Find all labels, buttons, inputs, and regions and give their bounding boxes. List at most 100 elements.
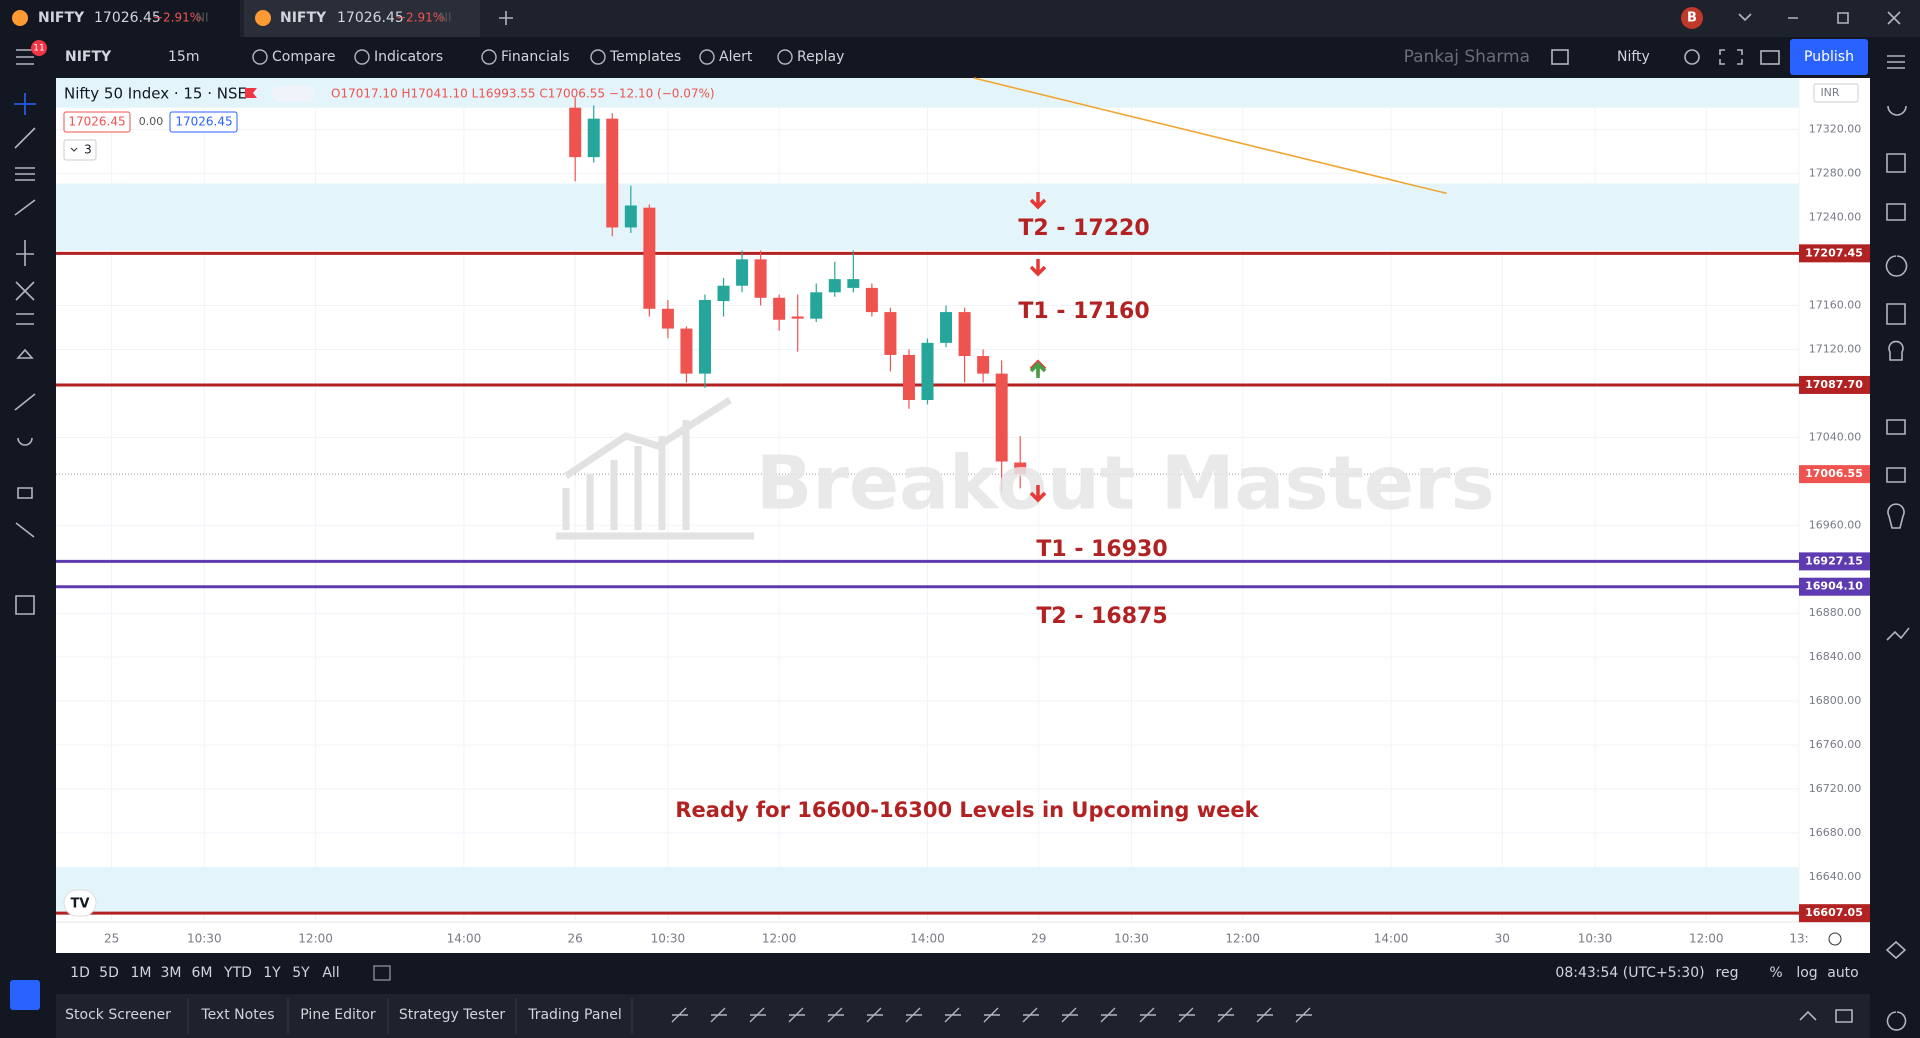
scale-option[interactable]: auto	[1827, 965, 1859, 981]
candle-body	[754, 259, 767, 298]
legend-chip	[272, 86, 314, 102]
new-tab[interactable]	[499, 11, 513, 25]
range-button[interactable]: 6M	[192, 965, 213, 981]
last-price-label: 17006.55	[1805, 467, 1863, 480]
scale-option[interactable]: reg	[1716, 965, 1739, 981]
sidebar-tools[interactable]	[1885, 55, 1910, 1031]
toolbar-button[interactable]: Financials	[501, 49, 570, 65]
toolbar-button[interactable]: Alert	[719, 49, 753, 65]
panel-tab[interactable]: Text Notes	[200, 1007, 274, 1023]
currency-box[interactable]	[1813, 83, 1859, 103]
candle-body	[921, 342, 934, 400]
interval[interactable]: 15m	[168, 49, 199, 65]
toolbar-button[interactable]: Indicators	[374, 49, 443, 65]
crosshair-tool[interactable]	[14, 93, 36, 115]
toolbar-button[interactable]: Compare	[272, 49, 336, 65]
range-button[interactable]: 3M	[161, 965, 182, 981]
level-label: 16607.05	[1805, 906, 1863, 919]
panel-tab[interactable]: Strategy Tester	[399, 1007, 506, 1023]
range-button[interactable]: 1M	[131, 965, 152, 981]
drawing-tool[interactable]	[1139, 1007, 1156, 1023]
x-tick-label: 29	[1031, 932, 1046, 946]
drawing-tools[interactable]	[14, 127, 36, 615]
drawing-tool[interactable]	[1022, 1007, 1039, 1023]
tab[interactable]	[244, 0, 480, 37]
range-button[interactable]: 5Y	[292, 965, 310, 981]
range-button[interactable]: 1D	[70, 965, 90, 981]
candle-body	[847, 279, 860, 288]
clock: 08:43:54 (UTC+5:30)	[1555, 965, 1704, 981]
drawing-tool[interactable]	[1061, 1007, 1078, 1023]
snapshot-icon[interactable]	[1760, 50, 1780, 65]
drawing-tool[interactable]	[1217, 1007, 1234, 1023]
drawing-tool[interactable]	[866, 1007, 883, 1023]
drawing-tool[interactable]	[1295, 1007, 1312, 1023]
menu[interactable]	[16, 49, 34, 65]
bid-box[interactable]	[63, 111, 131, 133]
panel-tab[interactable]: Pine Editor	[300, 1007, 376, 1023]
window-controls[interactable]	[1738, 11, 1901, 25]
button-icon[interactable]	[777, 49, 793, 65]
range-button[interactable]: All	[322, 965, 339, 981]
tab-price: 17026.45	[94, 10, 161, 26]
settings-icon[interactable]	[1684, 49, 1700, 65]
candle-body	[569, 107, 582, 158]
level-label-box	[1799, 577, 1870, 596]
drawing-tool[interactable]	[788, 1007, 805, 1023]
toolbar-button[interactable]: Replay	[797, 49, 844, 65]
range-button[interactable]: 5D	[99, 965, 119, 981]
button-icon[interactable]	[699, 49, 715, 65]
x-tick-label: 13:	[1789, 932, 1808, 946]
avatar[interactable]	[1681, 7, 1703, 29]
drawing-tool[interactable]	[1178, 1007, 1195, 1023]
panel-controls[interactable]	[1799, 1009, 1853, 1023]
watermark: Breakout Masters	[756, 441, 1495, 527]
symbol[interactable]: NIFTY	[65, 49, 112, 65]
axis-settings[interactable]	[1828, 932, 1842, 946]
x-tick-label: 14:00	[1374, 932, 1409, 946]
ask-box[interactable]	[169, 111, 238, 133]
candle-body	[865, 287, 878, 313]
y-tick-label: 16840.00	[1809, 650, 1862, 663]
publish-button[interactable]	[1790, 39, 1868, 75]
button-icon[interactable]	[590, 49, 606, 65]
drawing-tool[interactable]	[1100, 1007, 1117, 1023]
panel-tab[interactable]: Stock Screener	[65, 1007, 171, 1023]
count-box[interactable]	[63, 139, 97, 161]
button-icon[interactable]	[252, 49, 268, 65]
drawing-tool[interactable]	[710, 1007, 727, 1023]
layout-name[interactable]: Nifty	[1617, 49, 1650, 65]
candle-body	[810, 292, 823, 319]
fullscreen-icon[interactable]	[1719, 49, 1743, 65]
tab[interactable]	[0, 0, 240, 37]
arrow-up	[1029, 361, 1047, 378]
drawing-tool[interactable]	[944, 1007, 961, 1023]
candle-body	[884, 312, 897, 355]
range-button[interactable]: YTD	[223, 965, 252, 981]
toolbar-button[interactable]: Templates	[609, 49, 681, 65]
x-tick-label: 30	[1495, 932, 1510, 946]
x-tick-label: 12:00	[762, 932, 797, 946]
scale-option[interactable]: log	[1796, 965, 1817, 981]
drawing-tool[interactable]	[983, 1007, 1000, 1023]
drawing-tool[interactable]	[1256, 1007, 1273, 1023]
x-tick-label: 12:00	[298, 932, 333, 946]
drawing-tool[interactable]	[749, 1007, 766, 1023]
annotation: T2 - 17220	[1018, 216, 1149, 241]
scale-option[interactable]: %	[1769, 965, 1782, 981]
y-tick-label: 16760.00	[1809, 738, 1862, 751]
range-button[interactable]: 1Y	[263, 965, 281, 981]
drawing-tool[interactable]	[905, 1007, 922, 1023]
drawing-tool[interactable]	[671, 1007, 688, 1023]
count: 3	[84, 143, 92, 157]
favorites[interactable]	[10, 980, 40, 1010]
drawing-tool[interactable]	[827, 1007, 844, 1023]
y-tick-label: 16960.00	[1809, 518, 1862, 531]
right-sidebar	[1872, 37, 1920, 1038]
button-icon[interactable]	[481, 49, 497, 65]
panel-tab[interactable]: Trading Panel	[527, 1007, 622, 1023]
y-tick-label: 16880.00	[1809, 606, 1862, 619]
button-icon[interactable]	[354, 49, 370, 65]
layout-icon[interactable]	[1551, 49, 1569, 65]
candle-body	[902, 354, 915, 400]
